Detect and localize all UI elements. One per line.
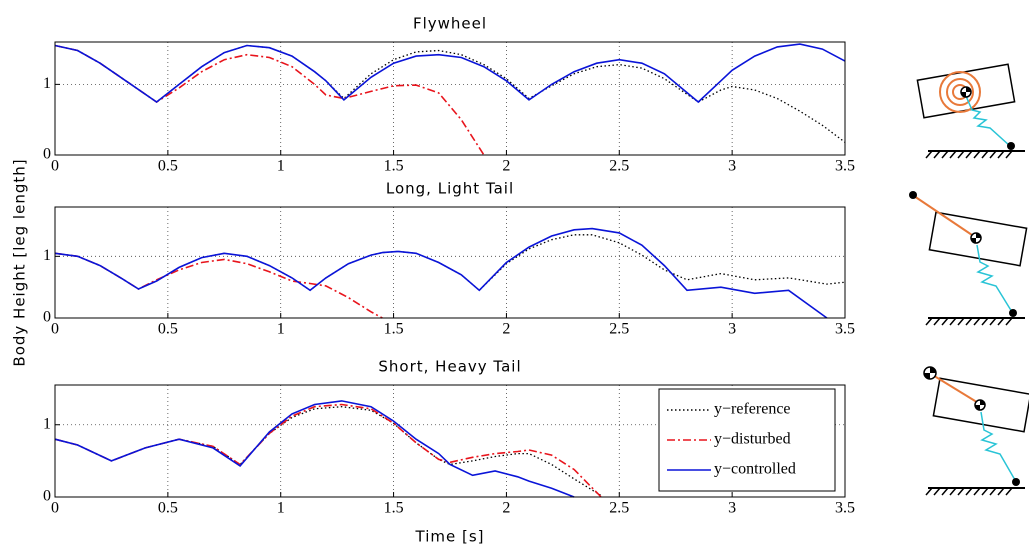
x-tick-label: 3 (728, 321, 736, 338)
x-axis-label: Time [s] (415, 528, 485, 546)
x-tick-label: 1.5 (384, 321, 404, 338)
x-tick-label: 1 (277, 158, 285, 175)
legend-label: y−disturbed (714, 431, 791, 448)
y-tick-label: 0 (43, 146, 51, 163)
x-tick-label: 3 (728, 158, 736, 175)
x-tick-label: 1 (277, 321, 285, 338)
series-line (54, 400, 575, 498)
x-tick-label: 3.5 (835, 321, 855, 338)
x-tick-label: 2.5 (609, 500, 629, 517)
x-tick-label: 0 (51, 500, 59, 517)
x-tick-label: 3 (728, 500, 736, 517)
y-tick-label: 1 (43, 75, 51, 92)
plot-area (55, 42, 845, 155)
axes-frame (54, 41, 846, 156)
y-tick-label: 0 (43, 488, 51, 505)
series-line (54, 43, 846, 104)
x-tick-label: 2 (502, 500, 510, 517)
legend-label: y−reference (714, 401, 791, 418)
axes-frame (54, 384, 846, 498)
y-axis-label: Body Height [leg length] (11, 158, 29, 366)
x-tick-label: 2.5 (609, 321, 629, 338)
x-tick-label: 0.5 (158, 158, 178, 175)
x-tick-label: 0.5 (158, 500, 178, 517)
axes-frame (54, 206, 846, 319)
diagram-short-tail (923, 366, 1029, 496)
subplot-title: Flywheel (413, 15, 487, 33)
series-line (54, 227, 828, 319)
x-tick-label: 3.5 (835, 500, 855, 517)
x-tick-label: 0 (51, 321, 59, 338)
x-tick-label: 1.5 (384, 158, 404, 175)
diagram-long-tail (909, 191, 1028, 326)
x-tick-label: 0 (51, 158, 59, 175)
legend-label: y−controlled (714, 461, 796, 478)
x-tick-label: 3.5 (835, 158, 855, 175)
y-tick-label: 1 (43, 415, 51, 432)
subplot-title: Short, Heavy Tail (378, 358, 521, 376)
subplot-title: Long, Light Tail (386, 180, 514, 198)
x-tick-label: 0.5 (158, 321, 178, 338)
series-line (54, 44, 846, 143)
diagram-flywheel (916, 63, 1025, 159)
plot-area (55, 207, 845, 318)
y-tick-label: 0 (43, 309, 51, 326)
x-tick-label: 2 (502, 158, 510, 175)
y-tick-label: 1 (43, 247, 51, 264)
x-tick-label: 1 (277, 500, 285, 517)
x-tick-label: 2.5 (609, 158, 629, 175)
x-tick-label: 1.5 (384, 500, 404, 517)
x-tick-label: 2 (502, 321, 510, 338)
